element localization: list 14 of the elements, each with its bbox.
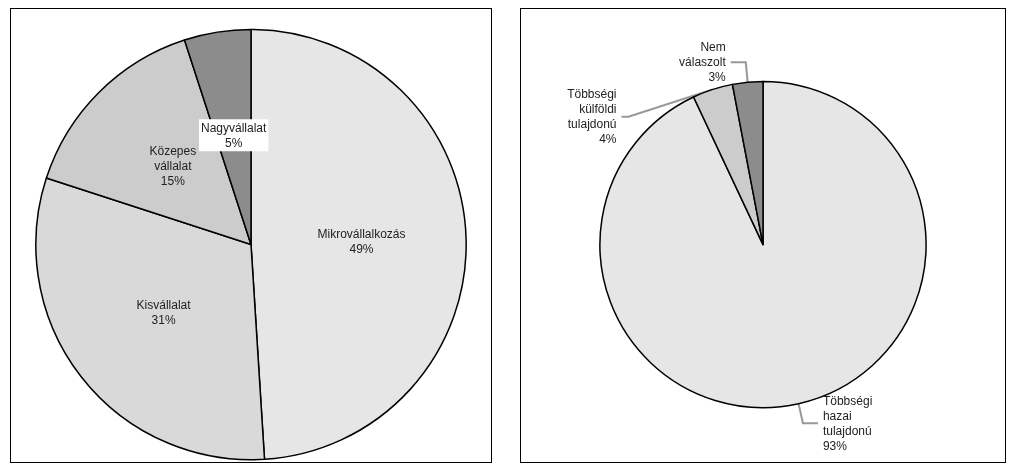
slice-label: Kisvállalat (136, 297, 192, 312)
data-label: 93% (822, 438, 848, 453)
slice-label: Nem válaszolt (679, 40, 727, 70)
slice-label: Többségi hazai tulajdonú (822, 393, 873, 438)
slice-label: Nagyvállalat (201, 120, 268, 135)
data-label: 49% (349, 241, 374, 256)
data-label: 4% (599, 132, 617, 147)
slice-label: Többségi külföldi tulajdonú (567, 87, 617, 132)
slice-label: Mikrovállalkozás (317, 226, 406, 241)
data-label: 31% (151, 312, 176, 327)
data-label: 15% (160, 174, 186, 189)
slice-label: Közepes vállalat (149, 144, 197, 174)
data-label: 5% (225, 135, 243, 150)
data-label: 3% (708, 70, 727, 85)
